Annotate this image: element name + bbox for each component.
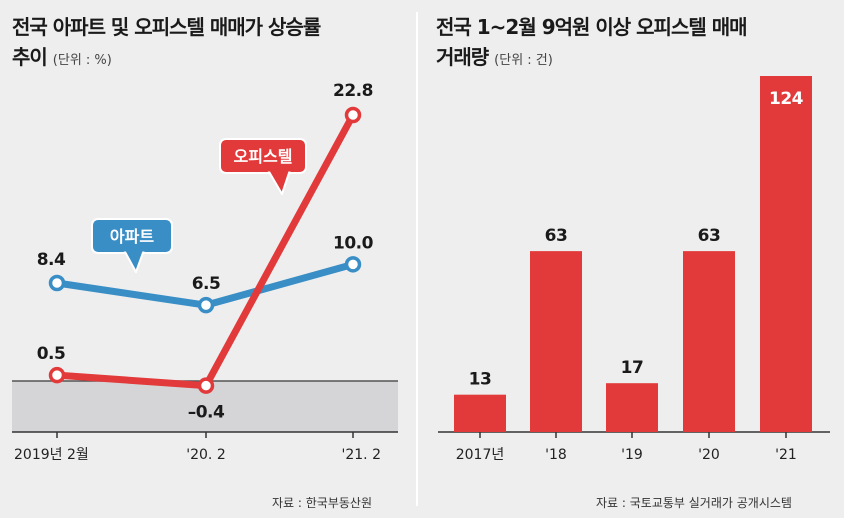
officetel-callout-fill [221,140,305,172]
right-chart-panel: 13 2017년 63 '18 17 '19 63 '20 124 '21 전국 1~2월 9억원… [424,0,844,518]
bar-x-tick-label: 2017년 [456,447,505,463]
officetel-callout: 오피스텔 [219,138,307,195]
left-chart-panel: 2019년 2월 '20. 2 '21. 2 8.4 6.5 10.0 0.5 –0.4 22.… [0,0,410,518]
bar [454,394,506,432]
left-unit-label: (단위 : %) [52,53,112,68]
bar-data-label: 17 [621,358,644,378]
panel-divider [416,12,418,506]
bar-x-tick-label: '20 [698,447,720,463]
right-title-line1: 전국 1~2월 9억원 이상 오피스텔 매매 [436,15,748,39]
bar [530,251,582,432]
left-chart-title: 전국 아파트 및 오피스텔 매매가 상승률 추이 (단위 : %) [12,12,321,76]
bar [683,251,735,432]
left-title-line2: 추이 [12,45,48,69]
apartment-callout-tail [123,249,145,273]
x-tick-label: 2019년 2월 [14,447,89,463]
officetel-data-label: –0.4 [188,403,225,423]
officetel-callout-tail [267,169,291,195]
left-title-line1: 전국 아파트 및 오피스텔 매매가 상승률 [12,15,321,39]
apartment-data-label: 6.5 [192,274,221,294]
bar-data-label: 63 [698,226,721,246]
bar-x-tick-label: '18 [545,447,567,463]
bar-x-tick-label: '21 [775,447,797,463]
bar-x-tick-label: '19 [621,447,643,463]
apartment-callout: 아파트 [91,218,173,273]
line-chart: 2019년 2월 '20. 2 '21. 2 8.4 6.5 10.0 0.5 –0.4 22.… [12,81,398,463]
apartment-data-label: 10.0 [333,233,374,253]
bar-chart: 13 2017년 63 '18 17 '19 63 '20 124 '21 [438,76,830,463]
apartment-data-label: 8.4 [37,250,66,270]
officetel-data-label: 22.8 [333,81,373,101]
officetel-point [48,366,66,384]
right-title-line2: 거래량 [436,45,489,69]
right-unit-label: (단위 : 건) [494,53,553,68]
apartment-point [48,274,66,292]
officetel-point [344,106,362,124]
x-tick-label: '21. 2 [342,447,381,463]
bar [606,383,658,432]
officetel-point [197,377,215,394]
right-source: 자료 : 국토교통부 실거래가 공개시스템 [596,496,792,510]
x-tick-label: '20. 2 [186,447,225,463]
officetel-data-label: 0.5 [37,344,66,364]
apartment-point [344,256,362,273]
left-source: 자료 : 한국부동산원 [272,496,372,510]
bar [760,76,812,432]
bar-data-label: 63 [545,226,568,246]
right-chart-title: 전국 1~2월 9억원 이상 오피스텔 매매 거래량 (단위 : 건) [436,12,748,76]
bar-data-label: 124 [769,89,804,109]
bar-data-label: 13 [469,370,492,390]
apartment-point [197,296,215,314]
apartment-callout-text: 아파트 [110,227,154,246]
officetel-callout-text: 오피스텔 [234,147,293,166]
apartment-callout-fill [93,220,171,252]
